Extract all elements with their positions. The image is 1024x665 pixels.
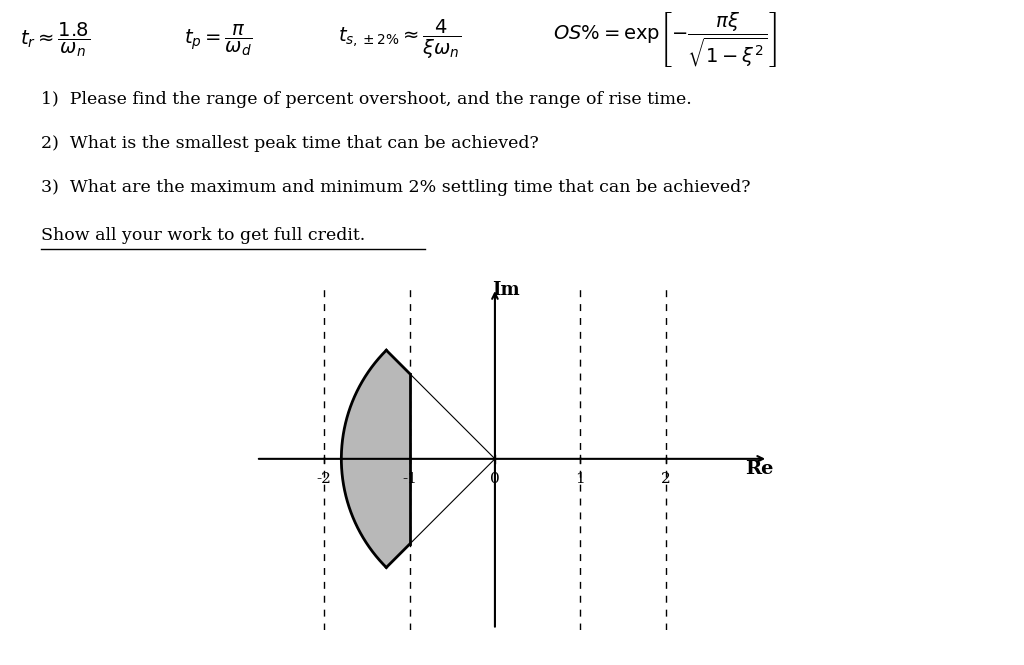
Text: 0: 0: [490, 471, 500, 485]
Polygon shape: [341, 350, 410, 567]
Text: Re: Re: [745, 460, 774, 478]
Text: 2: 2: [660, 471, 671, 485]
Text: -2: -2: [316, 471, 332, 485]
Text: $OS\% = \exp\!\left[-\dfrac{\pi\xi}{\sqrt{1-\xi^2}}\right]$: $OS\% = \exp\!\left[-\dfrac{\pi\xi}{\sqr…: [553, 10, 777, 70]
Text: Show all your work to get full credit.: Show all your work to get full credit.: [41, 227, 366, 244]
Text: 1)  Please find the range of percent overshoot, and the range of rise time.: 1) Please find the range of percent over…: [41, 91, 691, 108]
Text: Im: Im: [493, 281, 520, 299]
Text: 2)  What is the smallest peak time that can be achieved?: 2) What is the smallest peak time that c…: [41, 135, 539, 152]
Text: 3)  What are the maximum and minimum 2% settling time that can be achieved?: 3) What are the maximum and minimum 2% s…: [41, 179, 751, 196]
Text: -1: -1: [402, 471, 417, 485]
Text: $t_p = \dfrac{\pi}{\omega_d}$: $t_p = \dfrac{\pi}{\omega_d}$: [184, 22, 253, 58]
Text: $t_r \approx \dfrac{1.8}{\omega_n}$: $t_r \approx \dfrac{1.8}{\omega_n}$: [20, 21, 91, 59]
Text: 1: 1: [575, 471, 585, 485]
Text: $t_{s,\pm2\%} \approx \dfrac{4}{\xi\omega_n}$: $t_{s,\pm2\%} \approx \dfrac{4}{\xi\omeg…: [338, 19, 461, 61]
